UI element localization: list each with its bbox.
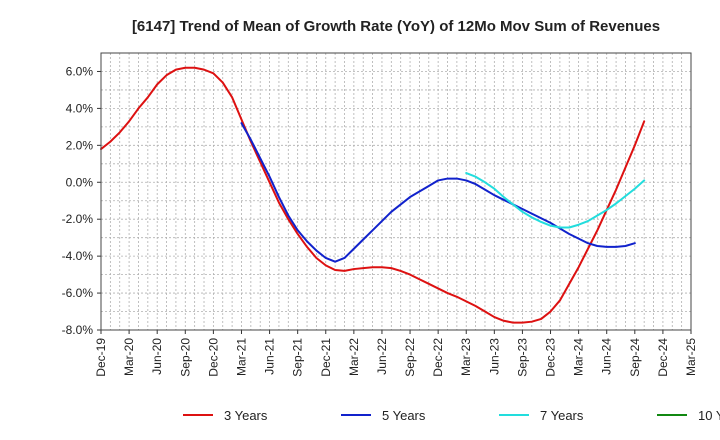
x-tick-label: Mar-21: [234, 338, 248, 376]
x-tick-label: Dec-19: [94, 338, 108, 377]
x-tick-label: Mar-20: [122, 338, 136, 376]
x-tick-label: Dec-22: [431, 338, 445, 377]
y-tick-label: -8.0%: [62, 323, 94, 337]
x-tick-label: Sep-23: [515, 338, 529, 377]
legend-label: 5 Years: [382, 408, 426, 423]
x-tick-label: Mar-24: [572, 338, 586, 376]
legend-label: 10 Years: [698, 408, 720, 423]
legend-label: 7 Years: [540, 408, 584, 423]
series-line-5-years: [240, 122, 636, 263]
x-tick-label: Jun-24: [600, 338, 614, 375]
y-tick-label: -6.0%: [62, 286, 94, 300]
x-tick-label: Sep-24: [628, 338, 642, 377]
x-tick-label: Jun-21: [263, 338, 277, 375]
x-tick-label: Dec-24: [656, 338, 670, 377]
y-tick-label: -4.0%: [62, 249, 94, 263]
legend-label: 3 Years: [224, 408, 268, 423]
x-tick-label: Mar-25: [684, 338, 698, 376]
y-tick-label: 0.0%: [66, 175, 94, 189]
series-line-7-years: [465, 172, 646, 229]
plot-frame: [100, 52, 692, 331]
plot-area: [101, 53, 691, 330]
series-lines: [100, 66, 646, 324]
y-tick-label: 6.0%: [66, 64, 94, 78]
y-tick-label: 4.0%: [66, 101, 94, 115]
x-tick-label: Mar-22: [347, 338, 361, 376]
x-tick-label: Sep-20: [178, 338, 192, 377]
y-tick-label: -2.0%: [62, 212, 94, 226]
x-tick-label: Dec-23: [544, 338, 558, 377]
chart-title: [6147] Trend of Mean of Growth Rate (YoY…: [132, 18, 660, 35]
x-tick-label: Jun-20: [150, 338, 164, 375]
plot-border: [100, 52, 692, 331]
series-line-3-years: [100, 66, 646, 324]
x-axis: Dec-19 Mar-20 Jun-20 Sep-20 Dec-20 Mar-21 Jun-…: [94, 330, 698, 377]
x-tick-label: Jun-23: [487, 338, 501, 375]
x-tick-label: Dec-21: [319, 338, 333, 377]
x-tick-label: Jun-22: [375, 338, 389, 375]
y-axis: 6.0% 4.0% 2.0% 0.0% -2.0% -4.0% -6.0% -8.0%: [62, 64, 101, 337]
x-tick-label: Dec-20: [206, 338, 220, 377]
x-tick-label: Mar-23: [459, 338, 473, 376]
legend: 3 Years 5 Years 7 Years 10 Years: [183, 408, 720, 423]
x-tick-label: Sep-22: [403, 338, 417, 377]
y-tick-label: 2.0%: [66, 138, 94, 152]
plot-background: [101, 53, 691, 330]
x-tick-label: Sep-21: [291, 338, 305, 377]
